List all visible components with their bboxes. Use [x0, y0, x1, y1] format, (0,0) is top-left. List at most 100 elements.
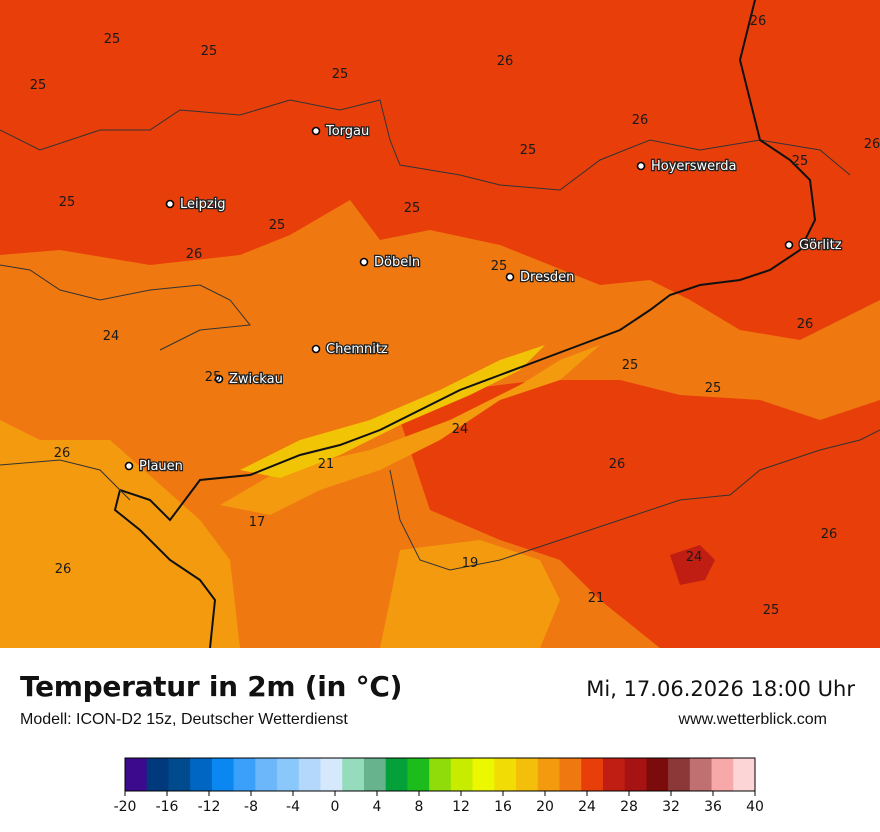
city-label: Leipzig [180, 197, 226, 212]
legend-ticks: -20 -16 -12 -8 -4 0 4 8 12 16 20 24 28 32 36 40 [114, 791, 764, 815]
legend-swatch [233, 758, 256, 791]
legend-swatch [624, 758, 647, 791]
temperature-value: 26 [632, 113, 649, 128]
legend-swatch [342, 758, 365, 791]
temperature-value: 25 [332, 67, 349, 82]
legend-tick-label: 36 [704, 799, 722, 815]
map-footer: Temperatur in 2m (in °C) Modell: ICON-D2… [0, 648, 880, 830]
legend-swatch [516, 758, 539, 791]
map-zone-26-southeast [400, 380, 880, 648]
legend-swatch [255, 758, 278, 791]
map-zone-22-valley [220, 345, 600, 515]
temperature-value: 25 [269, 218, 286, 233]
temperature-value: 26 [497, 54, 514, 69]
temperature-value: 26 [55, 562, 72, 577]
legend-swatch [668, 758, 691, 791]
national-border-southwest [113, 489, 217, 648]
map-title: Temperatur in 2m (in °C) [20, 670, 403, 703]
map-zone-28-hotspot [670, 545, 715, 585]
legend-tick-label: 24 [578, 799, 596, 815]
legend-swatch [146, 758, 169, 791]
legend-tick-label: -8 [244, 799, 258, 815]
temperature-value: 19 [462, 556, 479, 571]
city-layer: Torgau Hoyerswerda Leipzig Görlitz Döbeln Dre… [124, 123, 843, 475]
national-border [119, 0, 817, 522]
city-leipzig: Leipzig [165, 196, 227, 213]
legend-tick-label: 16 [494, 799, 512, 815]
temperature-value: 26 [750, 14, 767, 29]
region-border [0, 264, 880, 571]
temperature-value: 25 [104, 32, 121, 47]
legend-tick-label: 28 [620, 799, 638, 815]
legend-tick-label: 20 [536, 799, 554, 815]
city-marker [311, 344, 321, 354]
legend-frame [124, 757, 756, 792]
legend-swatch [581, 758, 604, 791]
temperature-value: 25 [491, 259, 508, 274]
temperature-map: Torgau Hoyerswerda Leipzig Görlitz Döbeln Dre… [0, 0, 880, 648]
temperature-value: 25 [404, 201, 421, 216]
city-marker [505, 272, 515, 282]
legend-tick-label: -20 [114, 799, 137, 815]
temperature-value: 24 [103, 329, 120, 344]
legend-swatch [298, 758, 322, 791]
state-border [0, 99, 851, 191]
legend-swatch [363, 758, 387, 791]
temperature-value: 26 [797, 317, 814, 332]
temperature-value: 25 [59, 195, 76, 210]
temperature-value: 26 [864, 137, 880, 152]
temperature-value: 26 [186, 247, 203, 262]
legend-swatch [320, 758, 343, 791]
legend-swatch [385, 758, 408, 791]
city-label: Chemnitz [326, 342, 388, 357]
temperature-value: 26 [609, 457, 626, 472]
city-marker [784, 240, 794, 250]
legend-swatch [711, 758, 734, 791]
legend-tick-label: -12 [198, 799, 221, 815]
legend-swatch [602, 758, 626, 791]
city-label: Görlitz [799, 238, 842, 253]
legend-swatch [429, 758, 452, 791]
map-zone-17-ridge [240, 345, 545, 478]
legend-tick-label: 8 [415, 799, 424, 815]
temperature-label-layer: 26 25 25 25 26 25 26 25 26 25 25 25 25 26 25 26 25 24 25 25… [30, 14, 880, 618]
legend-tick-label: 0 [331, 799, 340, 815]
legend-swatch [689, 758, 713, 791]
temperature-value: 25 [520, 143, 537, 158]
legend-swatch [190, 758, 213, 791]
model-source: Modell: ICON-D2 15z, Deutscher Wetterdie… [20, 711, 348, 728]
legend-tick-label: 4 [373, 799, 382, 815]
temperature-value: 25 [30, 78, 47, 93]
city-marker [636, 161, 646, 171]
legend-swatch [125, 758, 148, 791]
legend-tick-label: 32 [662, 799, 680, 815]
city-marker [214, 374, 224, 384]
city-label: Zwickau [229, 372, 283, 387]
city-label: Torgau [325, 124, 369, 139]
temperature-value: 25 [705, 381, 722, 396]
map-zone-22-south [380, 540, 560, 648]
legend-swatch [537, 758, 560, 791]
temperature-value: 24 [452, 422, 469, 437]
city-marker [124, 461, 134, 471]
city-marker [359, 257, 369, 267]
website-link[interactable]: www.wetterblick.com [678, 711, 827, 728]
temperature-value: 24 [686, 550, 703, 565]
city-label: Dresden [520, 270, 574, 285]
city-döbeln: Döbeln [359, 254, 421, 271]
temperature-value: 17 [249, 515, 266, 530]
legend-swatch [472, 758, 495, 791]
temperature-value: 26 [54, 446, 71, 461]
city-label: Döbeln [374, 255, 420, 270]
city-torgau: Torgau [311, 123, 371, 140]
legend-tick-label: 12 [452, 799, 470, 815]
temperature-value: 25 [201, 44, 218, 59]
legend-tick-label: -16 [156, 799, 179, 815]
legend-swatch [646, 758, 669, 791]
city-zwickau: Zwickau [214, 371, 284, 388]
legend-swatches [125, 758, 756, 791]
legend-swatch [211, 758, 235, 791]
legend-swatch [450, 758, 474, 791]
temperature-value: 25 [763, 603, 780, 618]
temperature-value: 21 [588, 591, 605, 606]
